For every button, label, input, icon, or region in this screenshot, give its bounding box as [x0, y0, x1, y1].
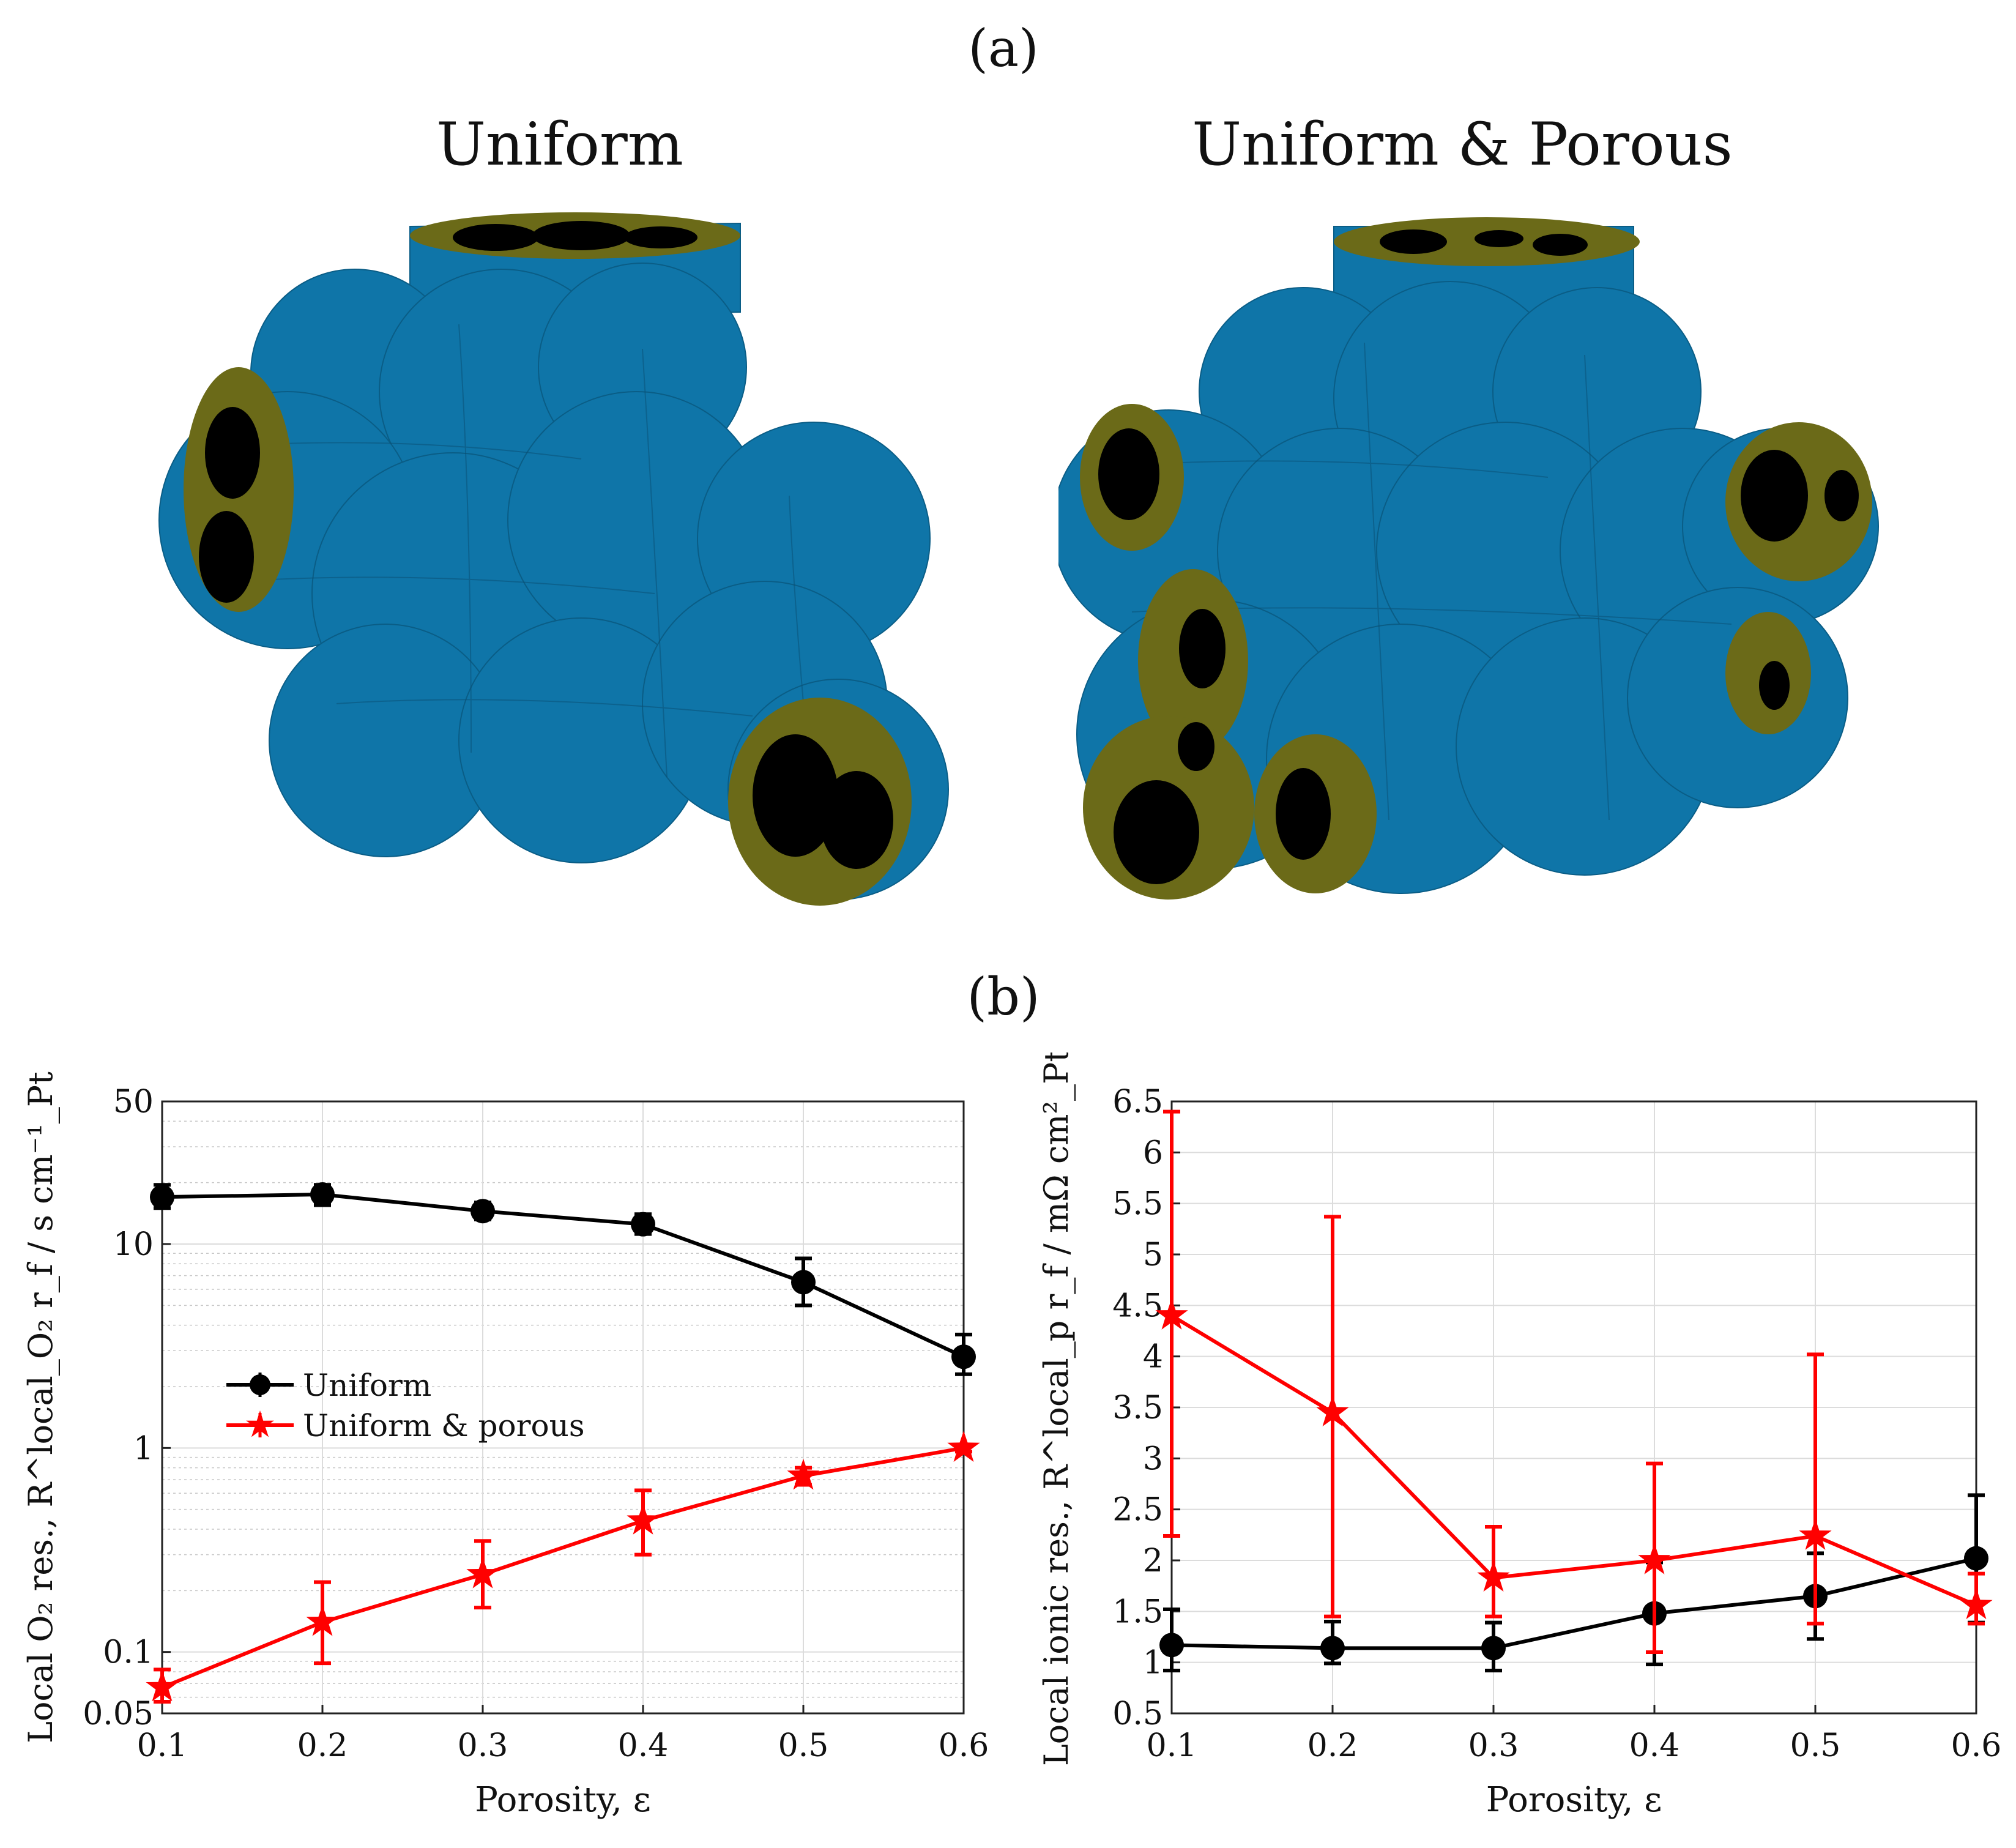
y-tick-label: 1	[133, 1430, 154, 1467]
y-tick-label: 0.1	[103, 1634, 154, 1671]
y-tick-label: 4	[1143, 1339, 1163, 1376]
x-tick-label: 0.5	[778, 1727, 829, 1764]
x-tick-label: 0.1	[1147, 1727, 1197, 1764]
y-tick-label: 6.5	[1112, 1084, 1163, 1120]
y-tick-label: 6	[1143, 1135, 1163, 1171]
data-point	[471, 1199, 495, 1224]
panel-b-label: (b)	[967, 967, 1040, 1027]
legend-label: Uniform & porous	[303, 1408, 585, 1444]
data-point	[306, 1604, 339, 1636]
data-point	[1638, 1543, 1671, 1574]
y-tick-label: 0.5	[1112, 1696, 1163, 1732]
y-axis-label: Local O₂ res., R^local_O₂ r_f / s cm⁻¹_P…	[21, 1071, 60, 1743]
y-tick-label: 3.5	[1112, 1390, 1163, 1426]
x-tick-label: 0.5	[1790, 1727, 1841, 1764]
uniform-porous-render-title: Uniform & Porous	[1192, 110, 1733, 179]
data-point	[1155, 1298, 1188, 1330]
data-point	[1320, 1636, 1345, 1661]
data-point	[1799, 1519, 1832, 1550]
y-tick-label: 10	[113, 1226, 154, 1263]
x-tick-label: 0.3	[1468, 1727, 1519, 1764]
series-line-0	[1171, 1556, 1977, 1650]
legend-marker	[250, 1374, 270, 1395]
x-tick-label: 0.6	[1951, 1727, 2002, 1764]
series-line-1	[1170, 1314, 1977, 1608]
y-axis-label: Local ionic res., R^local_p r_f / mΩ cm²…	[1037, 1053, 1076, 1766]
uniform-render-title: Uniform	[436, 110, 683, 179]
y-tick-label: 4.5	[1112, 1287, 1163, 1324]
x-tick-label: 0.2	[297, 1727, 348, 1764]
ionic-resistance-chart: 0.1 0.2 0.3 0.4 0.5 0.6 0.5 1 1.5 2 2.5 3 3.5 4 4.5 5 5.…	[1037, 1053, 2002, 1820]
panel-a-label: (a)	[968, 18, 1039, 78]
y-tick-label: 3	[1143, 1440, 1163, 1477]
x-tick-label: 0.3	[458, 1727, 508, 1764]
data-point	[1159, 1633, 1184, 1658]
x-tick-label: 0.2	[1307, 1727, 1358, 1764]
x-axis-label: Porosity, ε	[1486, 1780, 1662, 1820]
y-tick-label: 1.5	[1112, 1593, 1163, 1630]
data-point	[631, 1212, 655, 1237]
data-point	[787, 1458, 820, 1490]
data-point	[1316, 1395, 1349, 1426]
y-tick-label: 50	[113, 1084, 154, 1120]
data-point	[1481, 1636, 1506, 1661]
y-tick-label: 5.5	[1112, 1186, 1163, 1223]
legend-marker	[246, 1410, 274, 1437]
data-point	[466, 1557, 499, 1589]
o2-resistance-chart: 0.1 0.2 0.3 0.4 0.5 0.60.050.111050Porosity, …	[21, 1071, 989, 1820]
series-line-0	[162, 1192, 965, 1358]
data-point	[951, 1344, 976, 1369]
y-tick-label: 1	[1143, 1645, 1163, 1682]
data-point	[1960, 1588, 1993, 1619]
x-tick-label: 0.4	[618, 1727, 669, 1764]
data-point	[146, 1670, 179, 1702]
data-point	[627, 1503, 660, 1535]
x-tick-label: 0.1	[137, 1727, 188, 1764]
y-tick-label: 0.05	[83, 1696, 154, 1732]
data-point	[791, 1270, 816, 1295]
y-tick-label: 5	[1143, 1237, 1163, 1273]
y-tick-label: 2	[1143, 1543, 1163, 1579]
data-point	[310, 1182, 335, 1207]
data-point	[947, 1431, 980, 1462]
uniform-microstructure-render	[158, 212, 949, 906]
x-tick-label: 0.4	[1629, 1727, 1680, 1764]
x-axis-label: Porosity, ε	[475, 1780, 651, 1820]
x-tick-label: 0.6	[939, 1727, 989, 1764]
data-point	[150, 1185, 174, 1210]
legend-label: Uniform	[303, 1368, 431, 1403]
data-point	[1477, 1560, 1510, 1592]
y-tick-label: 2.5	[1112, 1492, 1163, 1529]
plot-frame	[161, 1100, 965, 1715]
data-point	[1964, 1546, 1988, 1571]
uniform-porous-microstructure-render	[1058, 217, 1879, 900]
series-line-1	[161, 1446, 964, 1690]
